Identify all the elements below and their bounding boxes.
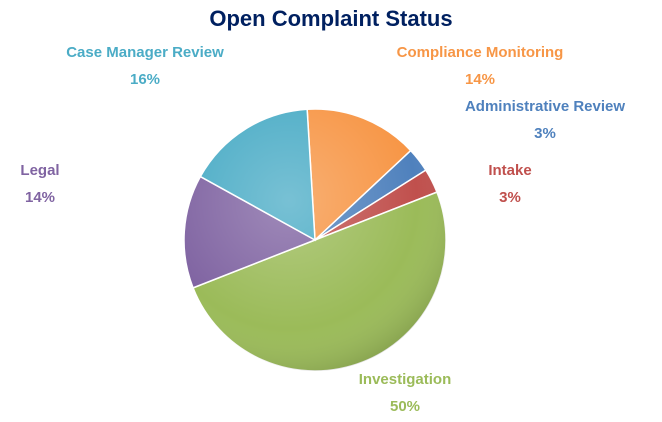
slice-label: Administrative Review: [465, 98, 625, 115]
pie: [183, 108, 447, 372]
slice-label: Legal: [20, 162, 59, 179]
chart-title: Open Complaint Status: [209, 6, 452, 31]
slice-label: Compliance Monitoring: [397, 44, 564, 61]
slice-value-label: 3%: [534, 125, 556, 142]
slice-value-label: 50%: [390, 398, 420, 415]
slice-value-label: 14%: [465, 71, 495, 88]
slice-value-label: 3%: [499, 189, 521, 206]
slice-value-label: 16%: [130, 71, 160, 88]
slice-label: Investigation: [359, 371, 452, 388]
slice-label: Case Manager Review: [66, 44, 224, 61]
slice-value-label: 14%: [25, 189, 55, 206]
slice-label: Intake: [488, 162, 531, 179]
